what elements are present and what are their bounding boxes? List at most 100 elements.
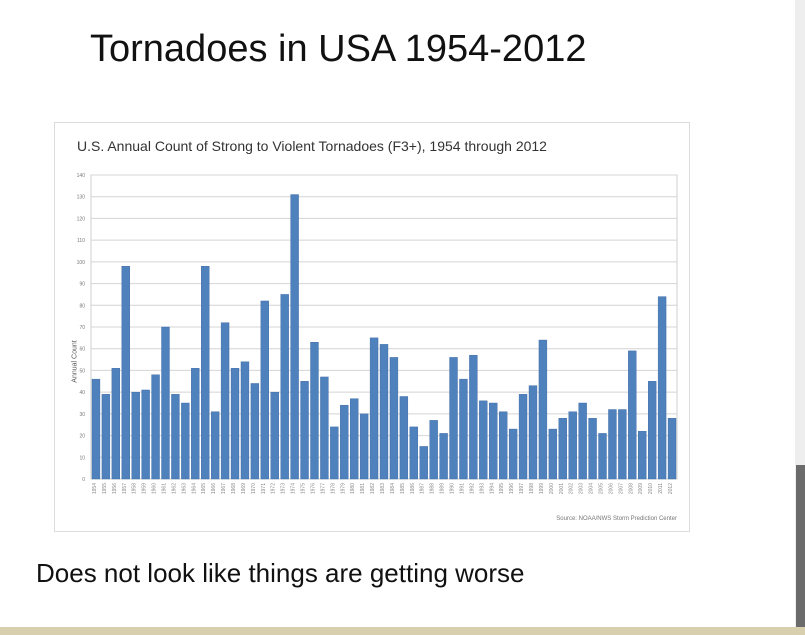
x-tick-label: 1997	[519, 483, 525, 494]
bar	[548, 428, 558, 480]
x-tick-label: 1995	[499, 483, 505, 494]
x-tick-label: 1975	[301, 483, 307, 494]
bar	[330, 426, 339, 480]
x-tick-label: 1978	[330, 483, 336, 494]
x-tick-label: 1971	[261, 483, 267, 494]
x-tick-label: 1956	[112, 483, 118, 494]
x-tick-label: 1970	[251, 483, 257, 494]
slide-caption: Does not look like things are getting wo…	[36, 558, 525, 588]
bar	[270, 391, 279, 480]
bar	[628, 350, 637, 480]
y-tick-label: 110	[77, 238, 85, 244]
x-tick-label: 1977	[320, 483, 326, 494]
bar	[141, 389, 150, 480]
bar	[151, 374, 160, 480]
bar	[489, 402, 498, 480]
bar	[191, 368, 200, 480]
x-tick-label: 1974	[291, 483, 297, 494]
x-tick-label: 2011	[658, 483, 664, 494]
x-tick-label: 1957	[122, 483, 128, 494]
x-tick-label: 1969	[241, 483, 247, 494]
y-tick-label: 50	[79, 368, 85, 374]
bar	[618, 409, 627, 480]
bar	[647, 381, 657, 480]
bar	[429, 420, 438, 480]
x-tick-label: 1991	[459, 483, 465, 494]
y-tick-label: 80	[79, 303, 85, 309]
right-edge-bar	[795, 0, 805, 635]
bar	[419, 446, 428, 480]
x-tick-label: 1965	[201, 483, 207, 494]
x-tick-label: 1982	[370, 483, 376, 494]
bar	[558, 418, 567, 480]
bar	[359, 413, 369, 480]
bar	[638, 431, 647, 480]
x-tick-label: 1960	[152, 483, 158, 494]
bar	[657, 296, 667, 480]
bar	[667, 418, 677, 480]
y-tick-label: 30	[79, 412, 85, 418]
x-tick-label: 2003	[579, 483, 585, 494]
bar-chart: 0 10 20 30 40 50 60 70 80 90 100 110 120 130 140 1954 19…	[77, 173, 678, 494]
slide: Tornadoes in USA 1954-2012 0 10 20 30 40 50 60…	[36, 28, 690, 588]
chart-frame: 0 10 20 30 40 50 60 70 80 90 100 110 120 130 140 1954 19…	[54, 122, 690, 532]
x-tick-label: 2002	[569, 483, 575, 494]
x-tick-label: 1959	[142, 483, 148, 494]
bar	[608, 409, 617, 480]
x-tick-label: 1988	[430, 483, 436, 494]
x-tick-label: 2004	[589, 483, 595, 494]
bar	[340, 404, 349, 480]
y-tick-label: 10	[79, 455, 85, 461]
right-edge-scroll	[796, 465, 805, 635]
y-tick-label: 70	[79, 325, 85, 331]
bar	[409, 426, 418, 480]
y-tick-label: 0	[82, 477, 85, 483]
bar	[518, 394, 528, 480]
bar	[290, 194, 299, 480]
bar	[369, 337, 379, 480]
bar	[181, 402, 190, 480]
x-tick-label: 1955	[102, 483, 108, 494]
y-tick-label: 20	[79, 434, 85, 440]
bar	[449, 357, 458, 480]
bar	[479, 400, 488, 480]
bar	[230, 368, 240, 480]
bar	[240, 361, 250, 480]
bar	[161, 326, 170, 480]
bar	[310, 341, 319, 480]
x-tick-label: 1994	[489, 483, 495, 494]
y-tick-label: 120	[77, 216, 86, 222]
y-axis-label: Annual Count	[71, 340, 79, 383]
x-tick-label: 1973	[281, 483, 287, 494]
x-tick-label: 2005	[599, 483, 605, 494]
bar	[588, 418, 597, 480]
bar	[260, 300, 269, 480]
x-tick-label: 1984	[390, 483, 396, 494]
chart-title: U.S. Annual Count of Strong to Violent T…	[77, 138, 547, 154]
x-tick-label: 2010	[648, 483, 654, 494]
x-tick-label: 1992	[469, 483, 475, 494]
bar	[459, 378, 468, 480]
x-tick-label: 1998	[529, 483, 535, 494]
x-tick-label: 2007	[618, 483, 624, 494]
x-tick-label: 1981	[360, 483, 366, 494]
x-tick-label: 1979	[340, 483, 346, 494]
x-tick-label: 2009	[638, 483, 644, 494]
x-tick-label: 1996	[509, 483, 515, 494]
x-tick-label: 1968	[231, 483, 237, 494]
bottom-edge-bar	[0, 627, 805, 635]
x-tick-label: 2001	[559, 483, 565, 494]
bar	[201, 265, 210, 480]
x-tick-label: 1964	[191, 483, 197, 494]
x-tick-label: 1961	[161, 483, 167, 494]
bar	[220, 322, 230, 480]
bar	[121, 265, 130, 480]
x-tick-label: 1954	[92, 483, 98, 494]
x-tick-label: 2012	[668, 483, 674, 494]
bar	[300, 381, 309, 480]
slide-title: Tornadoes in USA 1954-2012	[90, 28, 587, 70]
bar	[578, 402, 587, 480]
bar	[111, 368, 121, 480]
x-tick-label: 1986	[410, 483, 416, 494]
bar	[538, 339, 548, 480]
